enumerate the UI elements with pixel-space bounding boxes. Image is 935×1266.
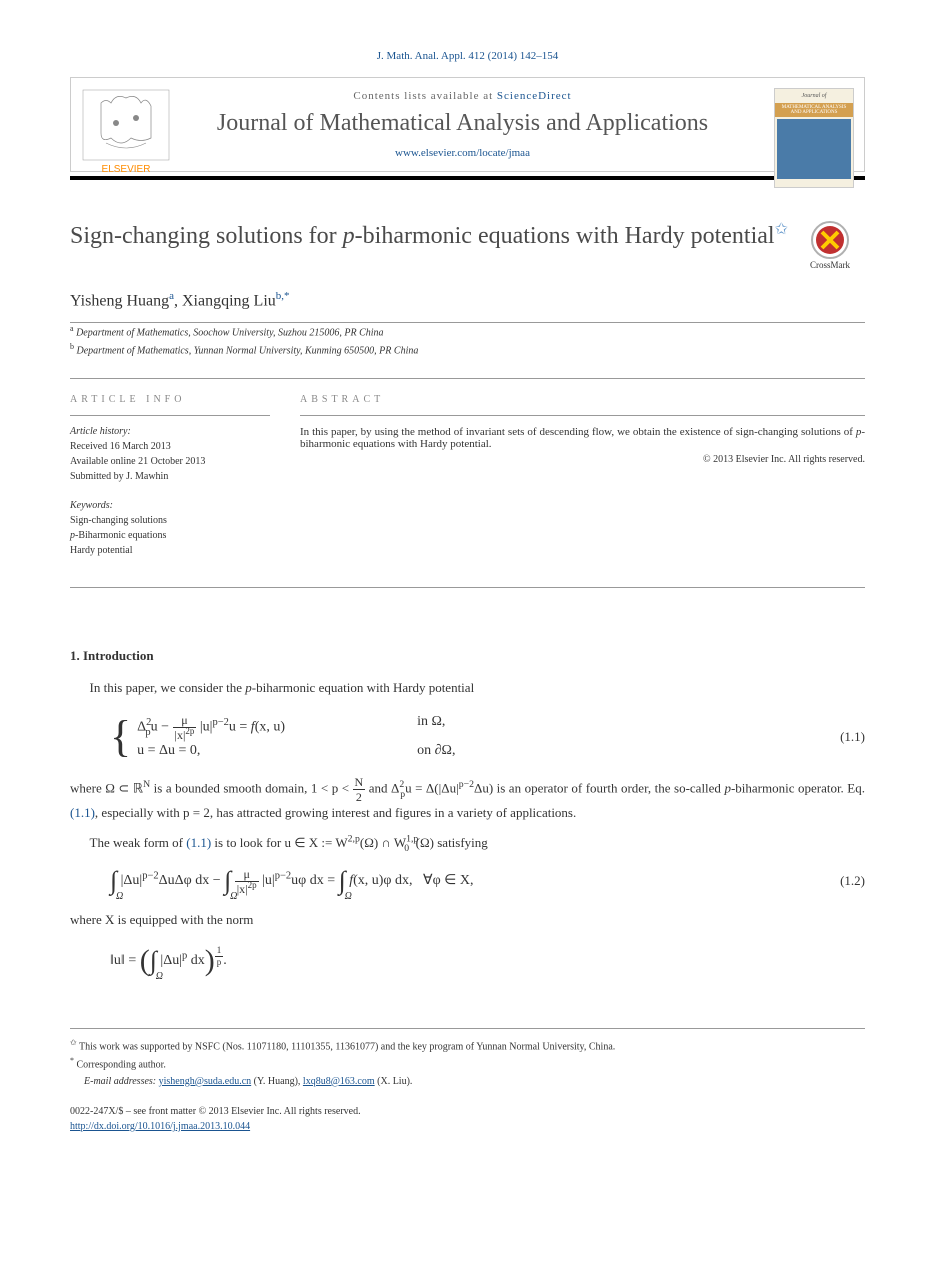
footnote-funding: ✩ This work was supported by NSFC (Nos. … xyxy=(70,1037,865,1055)
affiliation-b: b Department of Mathematics, Yunnan Norm… xyxy=(70,341,865,358)
para-4: where X is equipped with the norm xyxy=(70,910,865,930)
eq-ref-1-1[interactable]: (1.1) xyxy=(70,805,95,820)
footnote-emails: E-mail addresses: yishengh@suda.edu.cn (… xyxy=(84,1074,865,1090)
doi-link[interactable]: http://dx.doi.org/10.1016/j.jmaa.2013.10… xyxy=(70,1121,250,1132)
journal-url-link[interactable]: www.elsevier.com/locate/jmaa xyxy=(395,147,530,159)
journal-cover-thumbnail: Journal of MATHEMATICAL ANALYSIS AND APP… xyxy=(774,88,854,188)
email-link-1[interactable]: yishengh@suda.edu.cn xyxy=(159,1076,252,1087)
article-title: Sign-changing solutions for p-biharmonic… xyxy=(70,220,795,252)
elsevier-logo: ELSEVIER xyxy=(81,88,171,178)
keyword-3: Hardy potential xyxy=(70,543,270,558)
header-rule xyxy=(70,176,865,180)
affiliations: a Department of Mathematics, Soochow Uni… xyxy=(70,323,865,358)
title-var: p xyxy=(343,223,355,249)
contents-lists-line: Contents lists available at ScienceDirec… xyxy=(181,90,744,102)
abstract-label: abstract xyxy=(300,394,865,405)
eq-1-2-number: (1.2) xyxy=(815,873,865,889)
cover-title: Journal of xyxy=(775,89,853,103)
abstract-column: abstract In this paper, by using the met… xyxy=(300,394,865,572)
citation-line: J. Math. Anal. Appl. 412 (2014) 142–154 xyxy=(70,50,865,62)
para-1: In this paper, we consider the p-biharmo… xyxy=(70,678,865,698)
online-date: Available online 21 October 2013 xyxy=(70,454,270,469)
eq-1-1-number: (1.1) xyxy=(815,729,865,745)
abstract-text: In this paper, by using the method of in… xyxy=(300,426,865,450)
footer-meta: 0022-247X/$ – see front matter © 2013 El… xyxy=(70,1104,865,1134)
author-2: Xiangqing Liu xyxy=(182,292,276,309)
sciencedirect-link[interactable]: ScienceDirect xyxy=(497,90,572,102)
journal-header-box: ELSEVIER Journal of MATHEMATICAL ANALYSI… xyxy=(70,77,865,172)
crossmark-widget[interactable]: CrossMark xyxy=(795,220,865,270)
svg-text:ELSEVIER: ELSEVIER xyxy=(102,164,151,175)
author-1-aff: a xyxy=(169,290,174,302)
contents-prefix: Contents lists available at xyxy=(353,90,496,102)
keywords-heading: Keywords: xyxy=(70,498,270,513)
journal-name: Journal of Mathematical Analysis and App… xyxy=(181,110,744,137)
corresponding-mark: * xyxy=(284,290,290,302)
footnote-corresponding: * Corresponding author. xyxy=(70,1055,865,1073)
eq-ref-1-1-b[interactable]: (1.1) xyxy=(186,835,211,850)
para-3: The weak form of (1.1) is to look for u … xyxy=(70,833,865,853)
section-1-heading: 1. Introduction xyxy=(70,648,865,664)
info-bottom-rule xyxy=(70,587,865,588)
article-history: Article history: Received 16 March 2013 … xyxy=(70,424,270,484)
footnotes: ✩ This work was supported by NSFC (Nos. … xyxy=(70,1028,865,1090)
abstract-copyright: © 2013 Elsevier Inc. All rights reserved… xyxy=(300,454,865,465)
submitted-by: Submitted by J. Mawhin xyxy=(70,469,270,484)
info-top-rule xyxy=(70,378,865,379)
title-row: Sign-changing solutions for p-biharmonic… xyxy=(70,220,865,270)
email-link-2[interactable]: lxq8u8@163.com xyxy=(303,1076,375,1087)
article-info-label: article info xyxy=(70,394,270,405)
crossmark-icon xyxy=(810,220,850,260)
crossmark-label: CrossMark xyxy=(795,260,865,270)
keyword-2: p-Biharmonic equations xyxy=(70,528,270,543)
para-2: where Ω ⊂ ℝN is a bounded smooth domain,… xyxy=(70,776,865,823)
affiliation-a: a Department of Mathematics, Soochow Uni… xyxy=(70,323,865,340)
equation-1-1: { Δ2pu − μ|x|2p |u|p−2u = f(x, u) in Ω, … xyxy=(110,711,865,762)
keyword-1: Sign-changing solutions xyxy=(70,513,270,528)
section-1: 1. Introduction In this paper, we consid… xyxy=(70,648,865,978)
received-date: Received 16 March 2013 xyxy=(70,439,270,454)
journal-url-line: www.elsevier.com/locate/jmaa xyxy=(181,147,744,159)
title-footnote-star: ✩ xyxy=(775,221,788,238)
equation-norm: ‖u‖ = (∫Ω |Δu|p dx)1p. xyxy=(110,944,865,978)
cover-body xyxy=(777,119,851,179)
authors-line: Yisheng Huanga, Xiangqing Liub,* xyxy=(70,290,865,310)
article-info-column: article info Article history: Received 1… xyxy=(70,394,270,572)
title-text-2: -biharmonic equations with Hardy potenti… xyxy=(355,223,775,249)
author-2-aff: b, xyxy=(276,290,284,302)
info-abstract-row: article info Article history: Received 1… xyxy=(70,394,865,572)
author-1: Yisheng Huang xyxy=(70,292,169,309)
history-heading: Article history: xyxy=(70,424,270,439)
cover-subtitle: MATHEMATICAL ANALYSIS AND APPLICATIONS xyxy=(775,103,853,117)
keywords-block: Keywords: Sign-changing solutions p-Biha… xyxy=(70,498,270,558)
page-container: J. Math. Anal. Appl. 412 (2014) 142–154 … xyxy=(0,0,935,1184)
issn-line: 0022-247X/$ – see front matter © 2013 El… xyxy=(70,1104,865,1119)
equation-1-2: ∫Ω |Δu|p−2ΔuΔφ dx − ∫Ω μ|x|2p |u|p−2uφ d… xyxy=(110,866,865,896)
title-text-1: Sign-changing solutions for xyxy=(70,223,343,249)
